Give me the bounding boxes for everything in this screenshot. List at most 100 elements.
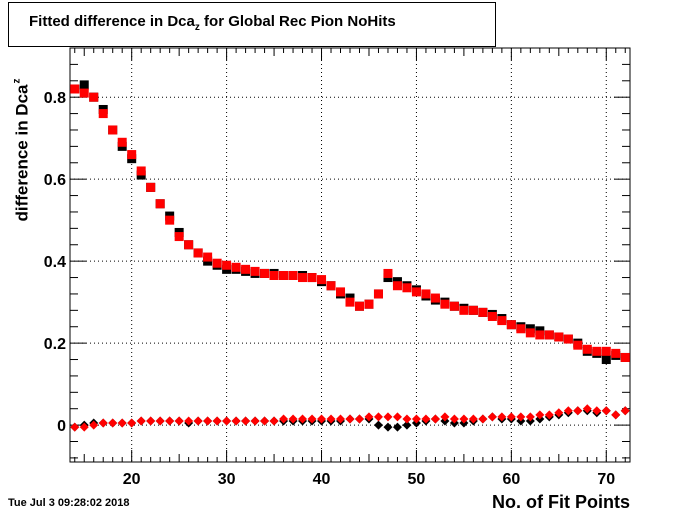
data-point-square [136, 166, 146, 176]
data-point-diamond [421, 414, 431, 424]
x-tick-label: 60 [502, 471, 520, 488]
y-tick-label: 0 [57, 418, 66, 435]
data-point-square [430, 293, 440, 303]
y-axis-label-subscript: z [11, 78, 23, 84]
data-point-square [203, 252, 213, 262]
data-point-square [174, 232, 184, 242]
data-point-diamond [592, 406, 602, 416]
data-point-diamond [563, 406, 573, 416]
y-tick-label: 0.6 [44, 172, 66, 189]
data-point-square [449, 301, 459, 311]
data-point-square [98, 109, 108, 119]
data-point-diamond [373, 420, 383, 430]
data-point-diamond [573, 406, 583, 416]
data-point-square [222, 260, 232, 270]
data-point-diamond [317, 414, 327, 424]
data-point-diamond [468, 414, 478, 424]
data-point-square [487, 311, 497, 321]
data-point-diamond [165, 416, 175, 426]
data-point-diamond [430, 414, 440, 424]
data-point-square [241, 264, 251, 274]
data-point-diamond [70, 422, 80, 432]
chart-title-rest: for Global Rec Pion NoHits [199, 13, 396, 30]
data-point-square [79, 80, 89, 90]
data-point-diamond [440, 412, 450, 422]
data-point-diamond [155, 416, 165, 426]
data-point-square [288, 270, 298, 280]
data-point-diamond [231, 416, 241, 426]
data-point-square [193, 248, 203, 258]
data-point-square [307, 273, 317, 283]
data-point-square [184, 240, 194, 250]
data-point-square [89, 92, 99, 102]
data-point-diamond [506, 412, 516, 422]
data-point-square [269, 270, 279, 280]
data-point-diamond [89, 420, 99, 430]
data-point-square [592, 346, 602, 356]
data-point-diamond [212, 416, 222, 426]
data-point-square [554, 332, 564, 342]
data-point-square [421, 289, 431, 299]
data-point-square [231, 262, 241, 272]
data-point-square [317, 275, 327, 285]
data-point-square [601, 346, 611, 356]
y-tick-label: 0.4 [44, 254, 66, 271]
data-point-square [525, 328, 535, 338]
y-tick-label: 0.2 [44, 336, 66, 353]
data-point-diamond [525, 412, 535, 422]
data-point-diamond [411, 414, 421, 424]
data-point-diamond [326, 414, 336, 424]
chart-title: Fitted difference in Dcaz for Global Rec… [29, 13, 396, 33]
data-point-diamond [373, 412, 383, 422]
data-point-square [127, 150, 137, 160]
x-tick-label: 40 [313, 471, 331, 488]
data-point-diamond [554, 408, 564, 418]
data-point-square [459, 305, 469, 315]
y-tick-labels: 0 0.2 0.4 0.6 0.8 [44, 90, 66, 435]
data-point-square [440, 299, 450, 309]
data-point-square [563, 334, 573, 344]
data-point-square [506, 320, 516, 330]
axis-ticks [70, 47, 630, 462]
data-point-diamond [487, 412, 497, 422]
data-point-square [402, 283, 412, 293]
x-tick-labels: 20 30 40 50 60 70 [123, 471, 615, 488]
data-point-square [117, 137, 127, 147]
timestamp: Tue Jul 3 09:28:02 2018 [8, 497, 130, 509]
data-point-square [108, 125, 118, 135]
data-point-diamond [136, 416, 146, 426]
data-point-diamond [392, 412, 402, 422]
data-point-diamond [98, 418, 108, 428]
markers [70, 80, 630, 432]
data-point-diamond [383, 422, 393, 432]
data-point-square [411, 287, 421, 297]
data-point-diamond [127, 418, 137, 428]
data-point-diamond [193, 416, 203, 426]
data-point-square [468, 305, 478, 315]
data-point-diamond [307, 414, 317, 424]
data-point-square [336, 287, 346, 297]
data-point-square [212, 258, 222, 268]
data-point-square [535, 330, 545, 340]
data-point-square [165, 215, 175, 225]
data-point-diamond [146, 416, 156, 426]
y-axis-label: difference in Dcaz [12, 79, 33, 222]
data-point-diamond [222, 416, 232, 426]
data-point-diamond [79, 422, 89, 432]
x-tick-label: 50 [408, 471, 426, 488]
y-tick-label: 0.8 [44, 90, 66, 107]
chart-title-main: Fitted difference in Dca [29, 13, 195, 30]
data-point-diamond [535, 410, 545, 420]
data-point-diamond [298, 414, 308, 424]
data-point-diamond [383, 412, 393, 422]
data-point-diamond [260, 416, 270, 426]
series-2 [70, 84, 630, 362]
data-point-square [326, 281, 336, 291]
x-tick-label: 70 [597, 471, 615, 488]
data-point-square [79, 88, 89, 98]
data-point-diamond [241, 416, 251, 426]
data-point-diamond [601, 406, 611, 416]
data-point-diamond [345, 414, 355, 424]
data-point-square [392, 281, 402, 291]
data-point-square [383, 268, 393, 278]
